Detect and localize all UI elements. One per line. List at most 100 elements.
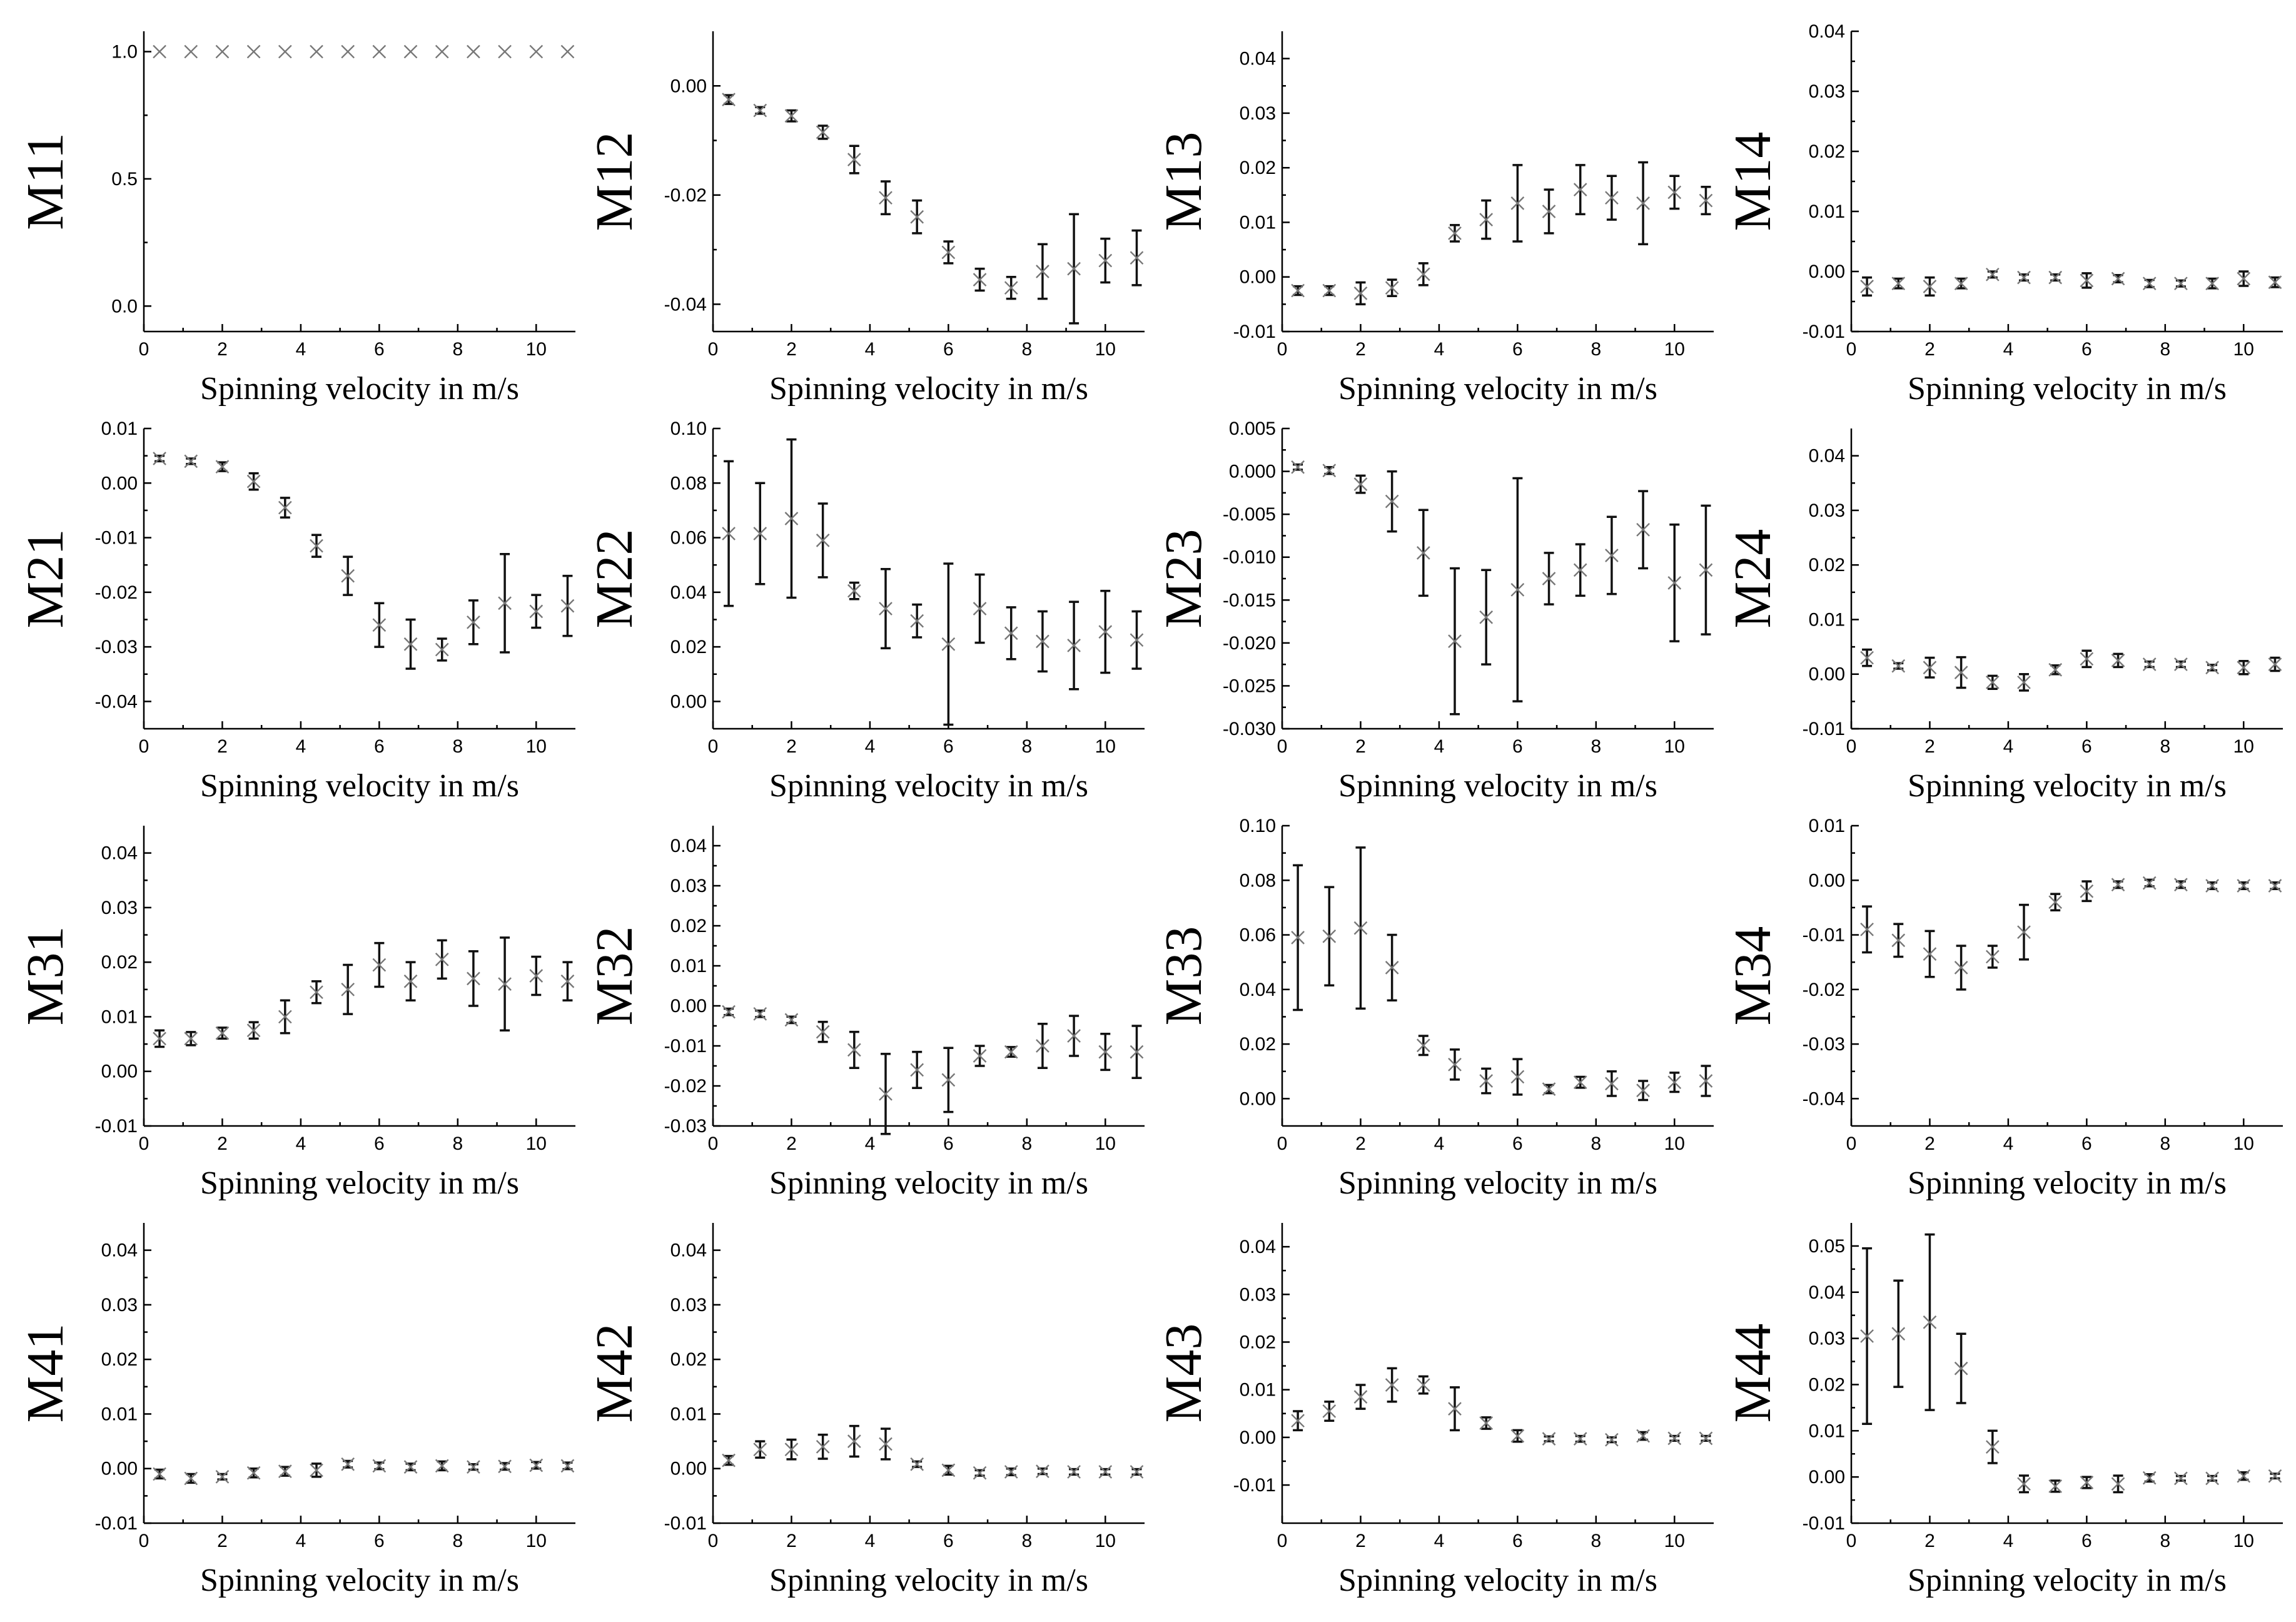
chart-m24-data-point bbox=[2268, 656, 2282, 672]
chart-m43-y-tick-label: 0.02 bbox=[1240, 1332, 1276, 1352]
chart-m23-marker-stroke-b bbox=[1291, 460, 1305, 474]
chart-m23-x-tick-label: 6 bbox=[1512, 736, 1523, 757]
chart-m42-data-point bbox=[1067, 1465, 1081, 1479]
chart-m41-y-tick-label: 0.03 bbox=[101, 1295, 138, 1315]
chart-m41-marker-stroke-b bbox=[372, 1459, 387, 1473]
chart-m23-marker-stroke-b bbox=[1416, 546, 1430, 560]
chart-m11-y-tick-label: 0.5 bbox=[111, 169, 138, 190]
chart-m44-x-tick-label: 4 bbox=[2003, 1531, 2014, 1551]
chart-m23-marker-stroke-b bbox=[1353, 477, 1368, 491]
chart-m23-data-point bbox=[1667, 523, 1682, 642]
chart-m32-x-tick-label: 8 bbox=[1021, 1133, 1032, 1154]
chart-m32-panel: -0.03 -0.02 -0.01 0.00 0.01 0.02 0.03 0.04 0 2 4 6 8… bbox=[585, 826, 1145, 1201]
chart-m43-marker-stroke-b bbox=[1542, 1432, 1556, 1446]
chart-m14-data-point bbox=[1923, 276, 1937, 297]
chart-m31-data-point bbox=[372, 941, 387, 988]
chart-m14-marker-stroke-b bbox=[1860, 280, 1874, 293]
chart-m21-marker-stroke-b bbox=[278, 500, 292, 515]
chart-m33-marker-stroke-b bbox=[1573, 1075, 1587, 1090]
chart-m34-data-point bbox=[1891, 923, 1906, 958]
chart-m11-marker-stroke-b bbox=[341, 44, 355, 59]
chart-m22-y-tick-label: 0.06 bbox=[670, 528, 707, 549]
chart-m31-data-point bbox=[560, 961, 575, 1002]
chart-m41-marker-stroke-b bbox=[310, 1463, 323, 1478]
chart-m21-x-tick-label: 6 bbox=[374, 736, 385, 757]
chart-m31-marker-stroke-b bbox=[310, 985, 323, 1000]
chart-m34-marker-stroke-b bbox=[2205, 879, 2219, 893]
chart-m43-x-tick-label: 8 bbox=[1591, 1531, 1601, 1551]
chart-m13-marker-stroke-b bbox=[1699, 193, 1713, 208]
chart-m14-y-tick-label: 0.01 bbox=[1809, 201, 1845, 222]
chart-m41-y-tick-label: -0.01 bbox=[95, 1513, 138, 1534]
chart-m13-y-tick-label: 0.03 bbox=[1240, 103, 1276, 124]
chart-m22-data-point bbox=[1004, 606, 1018, 661]
chart-m43-y-tick-label: 0.03 bbox=[1240, 1284, 1276, 1305]
chart-m43-data-point bbox=[1479, 1416, 1494, 1430]
chart-m21-marker-stroke-b bbox=[153, 452, 166, 465]
chart-m42-x-tick-label: 6 bbox=[943, 1531, 954, 1551]
chart-m43-x-tick-label: 6 bbox=[1512, 1531, 1523, 1551]
chart-m44-panel: -0.01 0.00 0.01 0.02 0.03 0.04 0.05 0 2 4 6 8 10 Spin… bbox=[1724, 1223, 2283, 1598]
chart-m12-data-point bbox=[1130, 229, 1144, 286]
chart-m41-marker-stroke-b bbox=[215, 1469, 230, 1484]
chart-m13-marker-stroke-b bbox=[1448, 226, 1462, 240]
chart-m14-y-tick-label: 0.02 bbox=[1809, 141, 1845, 162]
chart-m24-marker-stroke-b bbox=[2237, 661, 2251, 675]
chart-m24-y-tick-label: -0.01 bbox=[1803, 719, 1845, 739]
chart-m12-marker-stroke-b bbox=[1130, 251, 1144, 265]
chart-m43-data-point bbox=[1448, 1386, 1462, 1432]
chart-m44-marker-stroke-b bbox=[1954, 1361, 1968, 1376]
chart-m22-marker-stroke-b bbox=[1098, 625, 1113, 639]
chart-m32-marker-stroke-b bbox=[816, 1025, 830, 1039]
chart-m43-y-tick-label: 0.01 bbox=[1240, 1380, 1276, 1401]
chart-m33-data-point bbox=[1416, 1035, 1430, 1057]
chart-m41-marker-stroke-b bbox=[467, 1460, 480, 1474]
chart-m34-marker-stroke-b bbox=[1954, 961, 1968, 975]
chart-m21-y-axis-title: M21 bbox=[16, 529, 74, 629]
chart-m34-x-tick-label: 10 bbox=[2233, 1133, 2254, 1154]
chart-m24-x-tick-label: 6 bbox=[2081, 736, 2092, 757]
chart-m42-marker-stroke-b bbox=[1067, 1465, 1081, 1479]
chart-m34-data-point bbox=[2048, 893, 2063, 912]
chart-m34-y-tick-label: -0.01 bbox=[1803, 925, 1845, 946]
chart-m34-marker-stroke-b bbox=[1891, 933, 1906, 948]
chart-m12-marker-stroke-b bbox=[1004, 281, 1018, 295]
chart-m44-data-point bbox=[2111, 1474, 2125, 1494]
chart-m33-y-tick-label: 0.04 bbox=[1240, 980, 1276, 1000]
chart-m42-y-axis-title: M42 bbox=[585, 1324, 644, 1423]
chart-m32-data-point bbox=[879, 1053, 893, 1135]
chart-m12-y-tick-label: 0.00 bbox=[670, 76, 707, 96]
chart-m43-marker-stroke-b bbox=[1416, 1378, 1430, 1392]
chart-m44-marker-stroke-b bbox=[1985, 1440, 2000, 1454]
chart-m41-marker-stroke-b bbox=[153, 1467, 166, 1481]
chart-m33-x-tick-label: 2 bbox=[1355, 1133, 1366, 1154]
chart-m13-x-tick-label: 8 bbox=[1591, 339, 1601, 360]
chart-m42-y-tick-label: 0.01 bbox=[670, 1404, 707, 1424]
chart-m43-marker-stroke-b bbox=[1353, 1390, 1368, 1404]
chart-m13-data-point bbox=[1291, 283, 1305, 298]
chart-m14-data-point bbox=[1891, 276, 1906, 291]
chart-m21-marker-stroke-b bbox=[498, 596, 512, 611]
chart-m14-y-tick-label: 0.04 bbox=[1809, 21, 1845, 42]
chart-m21-marker-stroke-b bbox=[215, 460, 230, 474]
chart-m34-y-axis-title: M34 bbox=[1724, 926, 1782, 1026]
chart-m33-y-tick-label: 0.08 bbox=[1240, 870, 1276, 891]
chart-m24-data-point bbox=[2237, 660, 2251, 676]
chart-m11-data-point bbox=[435, 44, 449, 59]
chart-m33-marker-stroke-b bbox=[1542, 1082, 1556, 1096]
chart-m31-x-tick-label: 8 bbox=[452, 1133, 463, 1154]
chart-m13-data-point bbox=[1573, 164, 1587, 216]
chart-m23-marker-stroke-b bbox=[1605, 549, 1619, 562]
chart-m43-marker-stroke-b bbox=[1385, 1378, 1399, 1392]
chart-m42-marker-stroke-b bbox=[1098, 1465, 1113, 1479]
chart-m13-marker-stroke-b bbox=[1322, 283, 1337, 298]
chart-m21-x-tick-label: 0 bbox=[139, 736, 149, 757]
chart-m13-data-point bbox=[1385, 278, 1399, 298]
chart-m44-x-tick-label: 6 bbox=[2081, 1531, 2092, 1551]
chart-m32-y-tick-label: -0.01 bbox=[664, 1036, 707, 1057]
chart-m23-marker-stroke-b bbox=[1667, 576, 1682, 590]
chart-m12-data-point bbox=[1098, 237, 1113, 284]
chart-m24-data-point bbox=[1891, 659, 1906, 673]
chart-m21-x-tick-label: 8 bbox=[452, 736, 463, 757]
chart-m23-marker-stroke-b bbox=[1542, 572, 1556, 585]
